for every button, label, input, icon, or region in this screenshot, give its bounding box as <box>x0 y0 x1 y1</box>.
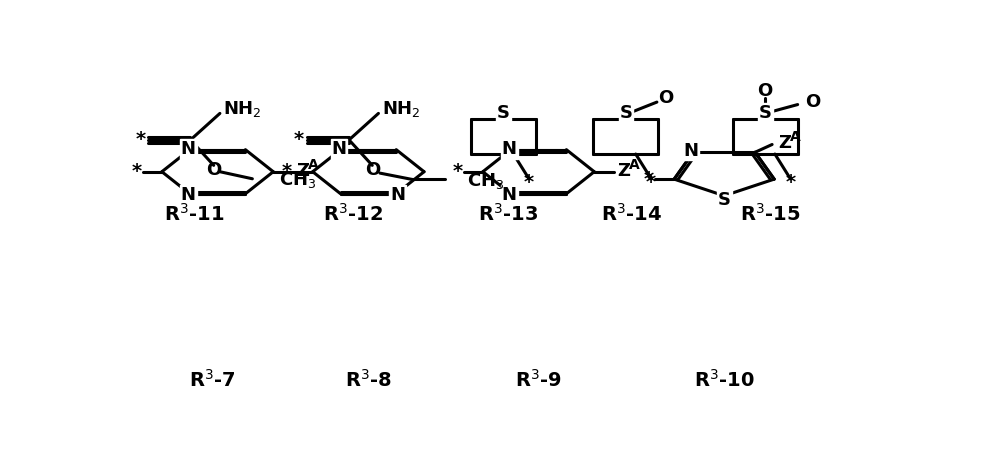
Text: R$^3$-15: R$^3$-15 <box>741 203 800 225</box>
Text: N: N <box>390 186 405 204</box>
Text: R$^3$-8: R$^3$-8 <box>345 369 392 391</box>
Text: NH$_2$: NH$_2$ <box>381 99 420 119</box>
Text: O: O <box>206 161 222 179</box>
Text: *: * <box>282 162 292 181</box>
Text: *: * <box>644 170 654 189</box>
Text: Z: Z <box>617 162 630 180</box>
Text: *: * <box>135 130 146 149</box>
Text: Z: Z <box>778 134 791 152</box>
Text: NH$_2$: NH$_2$ <box>223 99 261 119</box>
Text: *: * <box>646 173 657 192</box>
Text: N: N <box>181 186 196 204</box>
Text: *: * <box>524 173 534 192</box>
Text: S: S <box>497 104 510 123</box>
Text: N: N <box>331 140 346 157</box>
Text: N: N <box>181 140 196 157</box>
Text: R$^3$-7: R$^3$-7 <box>189 369 236 391</box>
Text: S: S <box>758 104 771 123</box>
Text: S: S <box>620 104 633 123</box>
Text: R$^3$-9: R$^3$-9 <box>515 369 562 391</box>
Text: A: A <box>308 158 318 172</box>
Text: O: O <box>757 83 772 101</box>
Text: R$^3$-14: R$^3$-14 <box>601 203 662 225</box>
Text: R$^3$-13: R$^3$-13 <box>478 203 538 225</box>
Text: *: * <box>452 162 462 181</box>
Text: R$^3$-10: R$^3$-10 <box>694 369 754 391</box>
Text: *: * <box>785 173 795 192</box>
Text: N: N <box>502 186 517 204</box>
Text: O: O <box>805 93 820 111</box>
Text: R$^3$-11: R$^3$-11 <box>165 203 225 225</box>
Text: O: O <box>364 161 380 179</box>
Text: N: N <box>502 140 517 157</box>
Text: A: A <box>629 158 640 172</box>
Text: Z: Z <box>296 162 309 180</box>
Text: A: A <box>790 130 800 144</box>
Text: CH$_3$: CH$_3$ <box>467 171 504 191</box>
Text: R$^3$-12: R$^3$-12 <box>323 203 383 225</box>
Text: O: O <box>658 89 673 107</box>
Text: CH$_3$: CH$_3$ <box>278 170 316 190</box>
Text: *: * <box>132 162 142 181</box>
Text: *: * <box>293 130 303 149</box>
Text: N: N <box>684 141 699 159</box>
Text: S: S <box>718 191 731 209</box>
